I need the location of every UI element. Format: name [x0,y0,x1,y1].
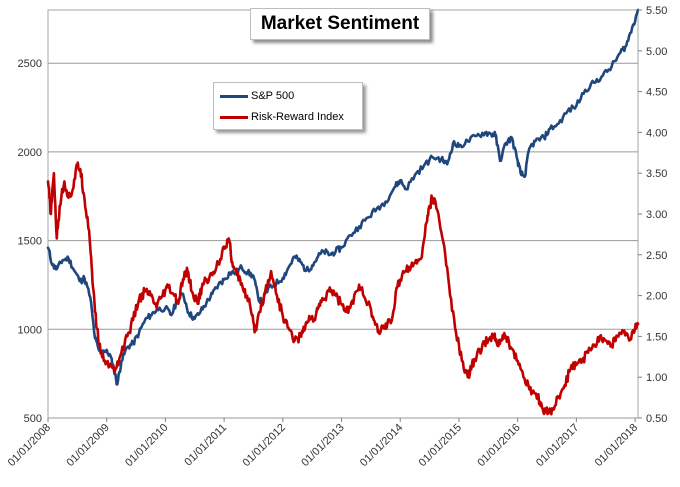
y-right-tick-label: 4.50 [646,87,667,99]
plot-area-frame [47,9,639,419]
y-right-tick-label: 3.00 [646,209,667,221]
legend-label-sp500: S&P 500 [251,90,295,102]
y-right-tick-label: 2.50 [646,250,667,262]
x-tick-label: 01/01/2013 [299,422,346,469]
legend-label-risk-reward: Risk-Reward Index [251,111,344,123]
legend-swatch-sp500 [220,94,248,98]
legend-item-risk-reward: Risk-Reward Index [220,110,344,124]
axis-layer: 500 1000 1500 2000 2500 0.50 1.00 1.50 2.00 2.50 3… [6,5,668,469]
y-right-tick-label: 4.00 [646,127,667,139]
x-tick-label: 01/01/2018 [593,422,640,469]
y-right-tick-label: 5.00 [646,46,667,58]
y-right-tick-label: 5.50 [646,5,667,17]
y-right-tick-label: 1.00 [646,372,667,384]
x-tick-label: 01/01/2017 [534,422,581,469]
x-tick-label: 01/01/2014 [358,422,405,469]
x-tick-label: 01/01/2016 [475,422,522,469]
x-tick-label: 01/01/2015 [417,422,464,469]
x-tick-label: 01/01/2009 [64,422,111,469]
series-line-risk-reward-index [46,161,640,416]
chart-title: Market Sentiment [250,8,430,40]
y-left-tick-label: 500 [24,413,42,425]
y-left-tick-label: 1000 [18,324,42,336]
chart-legend: S&P 500 Risk-Reward Index [213,82,363,130]
y-right-tick-label: 2.00 [646,291,667,303]
y-right-tick-label: 0.50 [646,413,667,425]
x-tick-label: 01/01/2012 [241,422,288,469]
grid-layer [47,9,639,419]
legend-swatch-risk-reward [220,115,248,119]
y-right-tick-label: 3.50 [646,168,667,180]
legend-item-sp500: S&P 500 [220,89,294,103]
x-tick-label: 01/01/2010 [123,422,170,469]
x-tick-label: 01/01/2011 [182,422,229,469]
y-right-tick-label: 1.50 [646,331,667,343]
series-layer [46,8,640,416]
x-tick-label: 01/01/2008 [6,422,53,469]
y-left-tick-label: 2500 [18,58,42,70]
y-left-tick-label: 2000 [18,147,42,159]
y-left-tick-label: 1500 [18,236,42,248]
series-line-sp500 [46,8,640,386]
